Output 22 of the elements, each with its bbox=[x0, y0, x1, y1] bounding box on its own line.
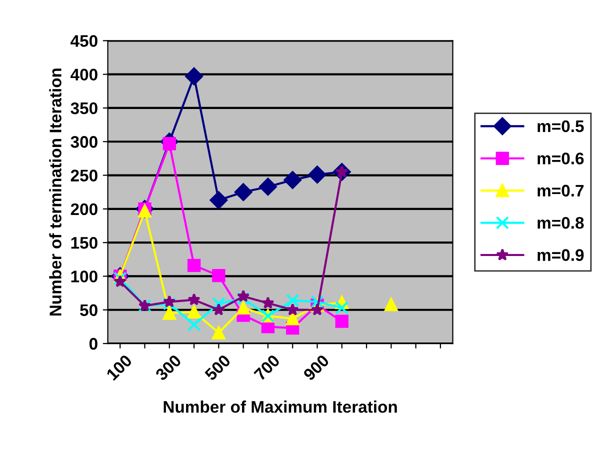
x-tick-label: 100 bbox=[106, 354, 133, 381]
y-tick-label: 100 bbox=[71, 270, 98, 282]
legend-label: m=0.7 bbox=[538, 184, 584, 197]
x-tick-label: 300 bbox=[154, 354, 182, 382]
x-tick-label: 900 bbox=[302, 354, 330, 382]
x-tick-label: 500 bbox=[204, 354, 232, 382]
legend-label: m=0.8 bbox=[538, 216, 584, 229]
y-tick-label: 200 bbox=[70, 203, 98, 216]
y-tick-label: 50 bbox=[80, 304, 98, 316]
y-tick-label: 150 bbox=[71, 236, 98, 249]
y-tick-label: 400 bbox=[70, 68, 98, 81]
y-tick-label: 450 bbox=[70, 35, 98, 47]
y-tick-label: 350 bbox=[70, 102, 98, 114]
x-tick-label: 700 bbox=[253, 354, 280, 382]
y-tick-label: 0 bbox=[89, 338, 98, 350]
y-tick-label: 250 bbox=[70, 170, 98, 182]
legend-label: m=0.5 bbox=[538, 120, 584, 132]
y-tick-label: 300 bbox=[70, 136, 98, 148]
y-axis-title: Number of termination Iteration bbox=[49, 68, 62, 316]
x-axis-title: Number of Maximum Iteration bbox=[164, 400, 397, 413]
legend-label: m=0.6 bbox=[538, 152, 584, 164]
legend-label: m=0.9 bbox=[538, 249, 584, 261]
